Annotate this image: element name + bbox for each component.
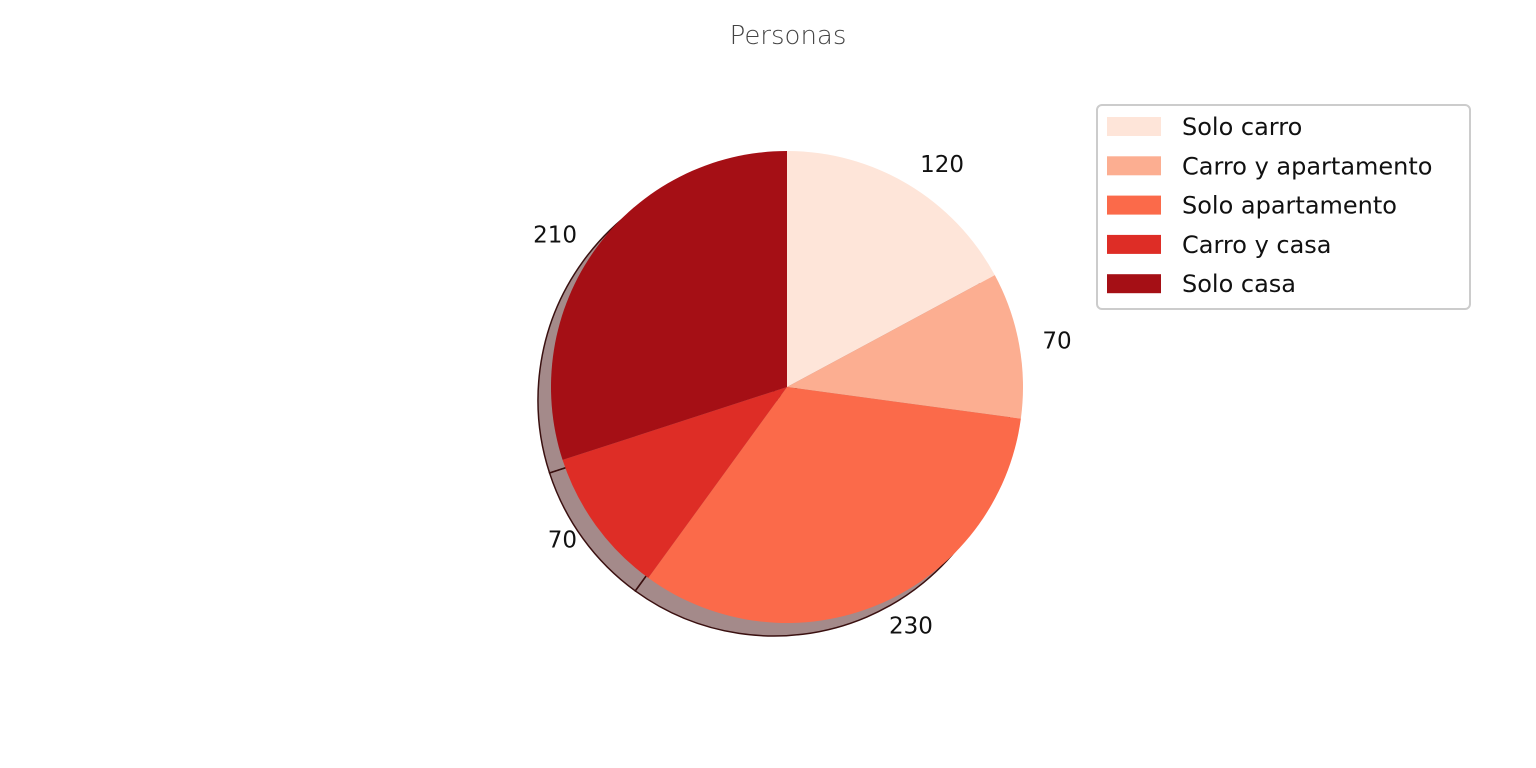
legend-swatch-carro-y-apartamento — [1107, 156, 1161, 176]
legend-label-solo-casa: Solo casa — [1182, 270, 1296, 298]
legend-label-solo-apartamento: Solo apartamento — [1182, 192, 1397, 220]
pie-slice-carro-y-apartamento — [787, 275, 1023, 419]
legend-frame — [1096, 104, 1471, 310]
legend-label-solo-carro: Solo carro — [1182, 113, 1302, 141]
pie-slice-carro-y-casa — [562, 387, 787, 578]
pie-slice-solo-carro — [787, 151, 995, 387]
slice-labels: 120 70 230 70 210 — [533, 152, 1072, 640]
pie-slices — [550, 151, 1023, 624]
chart-title: Personas — [730, 21, 847, 51]
legend-swatch-solo-apartamento — [1107, 195, 1161, 215]
legend-label-carro-y-casa: Carro y casa — [1182, 231, 1332, 259]
slice-label-solo-carro: 120 — [920, 152, 964, 178]
slice-label-carro-y-casa: 70 — [548, 528, 577, 554]
legend-swatch-solo-carro — [1107, 117, 1161, 136]
legend: Solo carro Carro y apartamento Solo aparta… — [1096, 104, 1471, 310]
slice-label-solo-apartamento: 230 — [889, 614, 933, 640]
slice-label-solo-casa: 210 — [533, 222, 577, 248]
slice-label-carro-y-apartamento: 70 — [1042, 329, 1071, 355]
legend-swatch-carro-y-casa — [1107, 234, 1161, 254]
legend-swatch-solo-casa — [1107, 274, 1161, 294]
pie-slice-solo-casa — [550, 151, 787, 460]
legend-label-carro-y-apartamento: Carro y apartamento — [1182, 152, 1432, 180]
pie-slice-solo-apartamento — [648, 387, 1021, 624]
